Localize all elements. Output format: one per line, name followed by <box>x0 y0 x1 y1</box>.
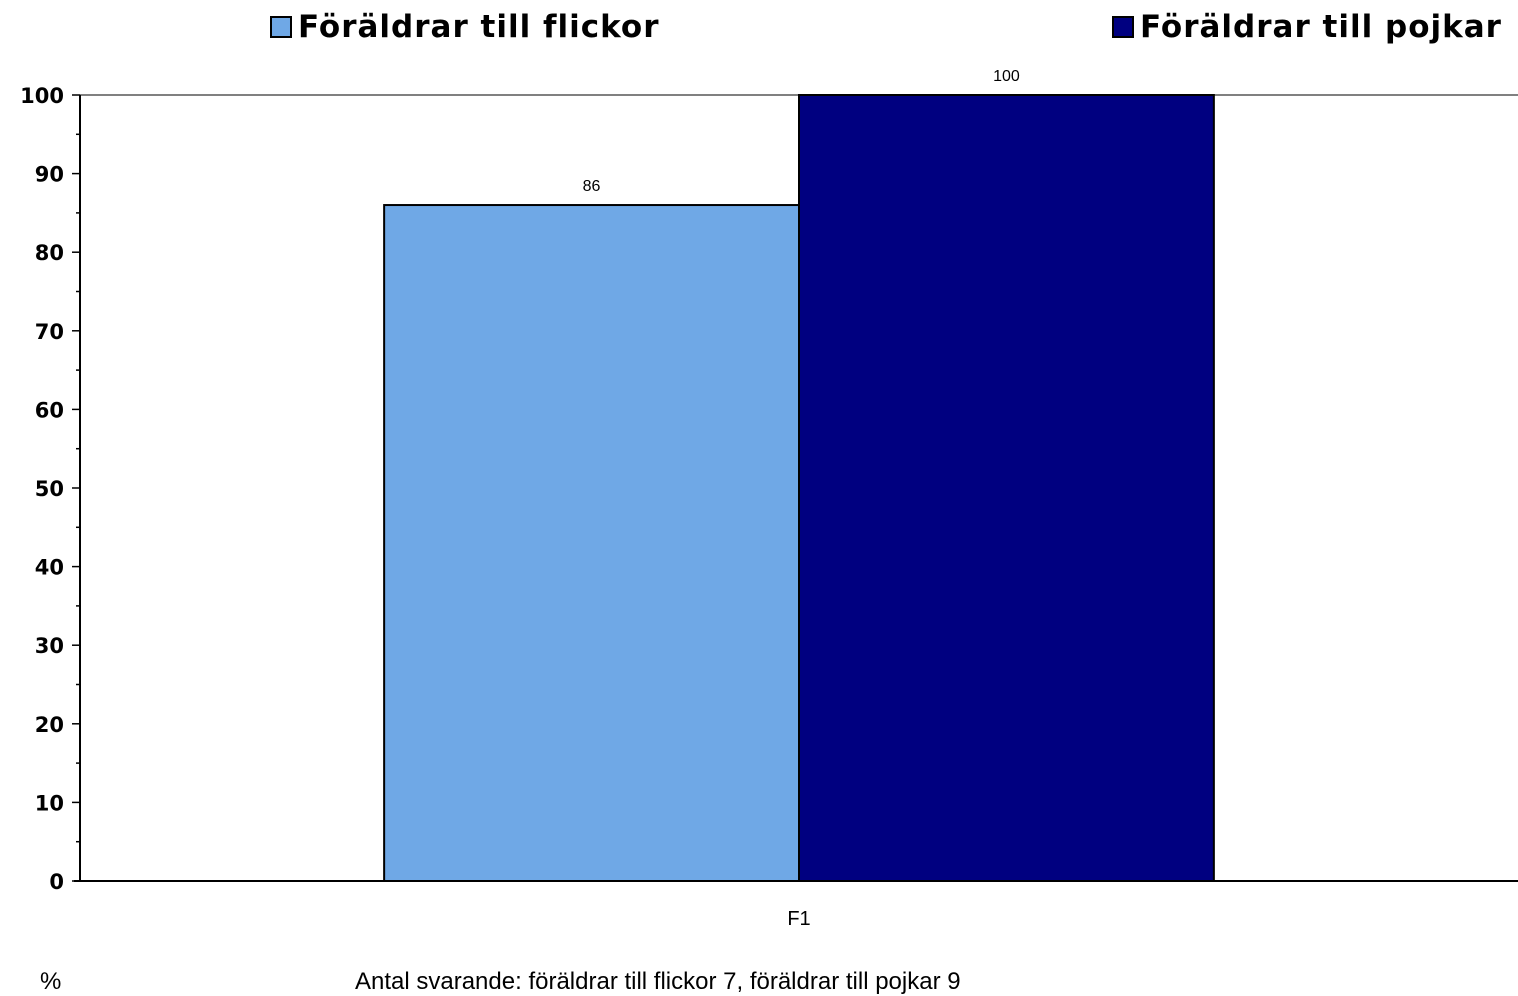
y-tick-label: 100 <box>20 84 64 108</box>
legend-swatch-flickor <box>270 16 292 38</box>
y-tick-label: 60 <box>35 398 64 422</box>
legend-label-flickor: Föräldrar till flickor <box>298 9 660 45</box>
y-tick-label: 30 <box>35 634 64 658</box>
y-tick-label: 40 <box>35 556 64 580</box>
data-label-pojkar: 100 <box>993 68 1020 85</box>
legend-item-pojkar: Föräldrar till pojkar <box>1112 8 1502 46</box>
legend-label-pojkar: Föräldrar till pojkar <box>1140 9 1502 45</box>
y-tick-label: 10 <box>35 791 64 815</box>
legend-swatch-pojkar <box>1112 16 1134 38</box>
y-tick-label: 80 <box>35 241 64 265</box>
data-label-flickor: 86 <box>583 178 601 195</box>
y-tick-label: 50 <box>35 477 64 501</box>
y-tick-label: 0 <box>49 870 64 894</box>
respondents-note: Antal svarande: föräldrar till flickor 7… <box>355 968 961 995</box>
y-axis-unit-label: % <box>40 968 62 995</box>
y-tick-label: 20 <box>35 713 64 737</box>
bar-chart: 86 100 F1 0 10 20 30 40 50 60 70 80 90 100 <box>20 68 1518 930</box>
bar-flickor <box>383 204 800 883</box>
y-tick-label: 90 <box>35 163 64 187</box>
y-tick-label: 70 <box>35 320 64 344</box>
legend-item-flickor: Föräldrar till flickor <box>270 8 660 46</box>
x-tick-label: F1 <box>787 908 810 930</box>
bar-pojkar <box>798 94 1215 882</box>
